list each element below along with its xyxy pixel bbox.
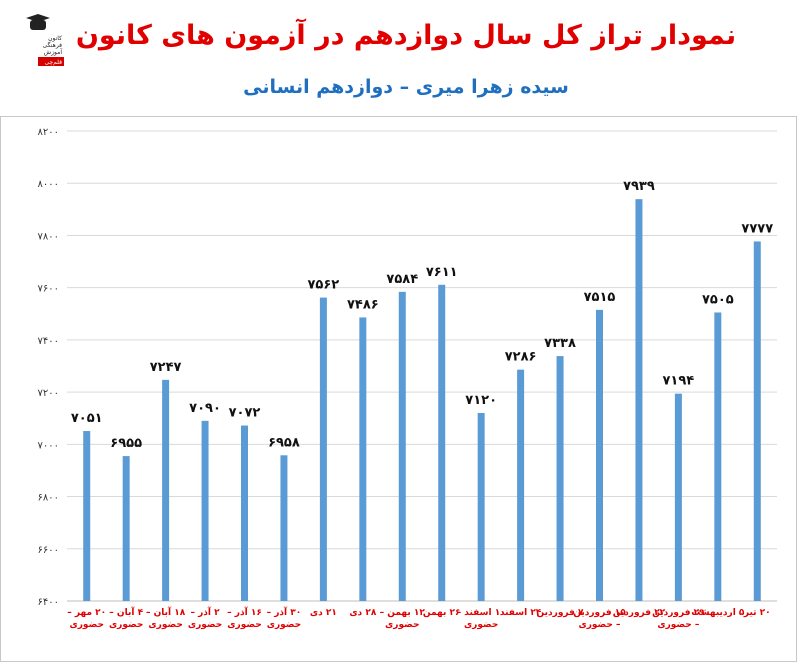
x-tick-label: حضوری xyxy=(464,620,498,630)
data-label: ۷۶۱۱ xyxy=(426,265,458,280)
x-tick-label: ۱۰ اسفند – xyxy=(457,608,506,618)
x-tick-label: حضوری xyxy=(385,620,419,630)
x-tick-label: ۲۶ بهمن xyxy=(423,608,461,618)
x-tick-label: حضوری xyxy=(267,620,301,630)
x-tick-label: – حضوری xyxy=(578,620,621,630)
x-tick-label: – حضوری xyxy=(657,620,700,630)
y-tick-label: ۶۶۰۰ xyxy=(38,545,59,556)
bar xyxy=(714,312,722,601)
x-tick-label: حضوری xyxy=(70,620,104,630)
data-label: ۶۹۵۵ xyxy=(110,436,142,451)
data-label: ۷۵۱۵ xyxy=(584,290,616,305)
data-label: ۷۳۳۸ xyxy=(544,336,576,351)
logo-text-line: کانون xyxy=(48,35,62,42)
x-tick-label: حضوری xyxy=(109,620,143,630)
data-label: ۷۰۹۰ xyxy=(189,401,221,416)
kanoon-logo: کانون فرهنگی آموزش قلم‌چی xyxy=(20,14,66,68)
x-tick-label: حضوری xyxy=(188,620,222,630)
x-tick-label: ۲۴ اسفند xyxy=(500,608,542,618)
y-tick-label: ۶۸۰۰ xyxy=(38,493,59,504)
chart-area: ۶۴۰۰ ۶۶۰۰ ۶۸۰۰ ۷۰۰۰ ۷۲۰۰ ۷۴۰۰ ۷۶۰۰ ۷۸۰۰ ۸۰۰۰ ۸۲۰۰… xyxy=(0,116,797,662)
chart-title: نمودار تراز کل سال دوازدهم در آزمون های … xyxy=(75,20,737,51)
bar xyxy=(477,413,485,601)
y-tick-label: ۷۶۰۰ xyxy=(38,284,59,295)
data-label: ۷۵۰۵ xyxy=(702,292,734,307)
y-tick-label: ۸۲۰۰ xyxy=(38,127,59,138)
x-tick-label: ۱۲ بهمن – xyxy=(380,608,426,618)
bar xyxy=(753,241,761,601)
data-label: ۷۲۸۶ xyxy=(505,350,537,365)
bar xyxy=(674,393,682,601)
bar xyxy=(280,455,288,601)
x-tick-label: ۵ اردیبهشت xyxy=(691,608,745,618)
bar xyxy=(438,284,446,601)
data-label: ۷۵۶۲ xyxy=(308,278,340,293)
x-tick-label: ۲۲ فروردین xyxy=(613,608,666,618)
bar xyxy=(635,199,643,601)
x-tick-label: ۲۸ دی xyxy=(349,608,377,618)
y-tick-label: ۶۴۰۰ xyxy=(38,597,59,608)
bar xyxy=(596,309,603,601)
data-label: ۷۹۳۹ xyxy=(623,179,655,194)
y-tick-label: ۷۸۰۰ xyxy=(38,231,59,242)
y-tick-label: ۷۰۰۰ xyxy=(38,440,59,451)
x-tick-label: حضوری xyxy=(148,620,182,630)
x-tick-label: ۲ آذر – xyxy=(190,606,220,618)
chart-subtitle: سیده زهرا میری – دوازدهم انسانی xyxy=(243,76,569,98)
x-tick-label: ۳۰ آذر – xyxy=(267,606,302,618)
y-tick-label: ۷۲۰۰ xyxy=(38,388,59,399)
bar xyxy=(319,297,327,601)
data-label: ۷۲۴۷ xyxy=(150,360,182,375)
bar xyxy=(398,291,406,601)
x-tick-label: ۱۸ آبان – xyxy=(146,606,186,618)
x-tick-label: ۲۰ تیر xyxy=(743,608,771,618)
x-tick-label: ۴ آبان – xyxy=(109,606,143,618)
bar xyxy=(556,356,564,601)
bar xyxy=(122,456,130,601)
data-label: ۶۹۵۸ xyxy=(268,435,300,450)
y-tick-label: ۷۴۰۰ xyxy=(38,336,59,347)
logo-text-line: قلم‌چی xyxy=(44,59,62,66)
bar xyxy=(162,379,170,601)
data-label: ۷۰۵۱ xyxy=(71,411,103,426)
bar xyxy=(359,317,367,601)
data-label: ۷۴۸۶ xyxy=(347,297,379,312)
x-tick-label: حضوری xyxy=(227,620,261,630)
bar-chart: ۶۴۰۰ ۶۶۰۰ ۶۸۰۰ ۷۰۰۰ ۷۲۰۰ ۷۴۰۰ ۷۶۰۰ ۷۸۰۰ ۸۰۰۰ ۸۲۰۰… xyxy=(38,127,777,630)
bar xyxy=(83,431,91,601)
y-tick-label: ۸۰۰۰ xyxy=(38,179,59,190)
bar xyxy=(241,425,248,601)
x-tick-label: ۱۶ آذر – xyxy=(227,606,262,618)
data-label: ۷۵۸۴ xyxy=(386,272,418,287)
data-label: ۷۰۷۲ xyxy=(229,406,261,421)
bar xyxy=(517,369,525,601)
x-tick-label: ۲۱ دی xyxy=(310,608,337,618)
x-tick-label: ۲۹ فروردین xyxy=(652,608,705,618)
data-label: ۷۷۷۷ xyxy=(741,221,773,236)
data-label: ۷۱۹۴ xyxy=(663,374,695,389)
data-label: ۷۱۲۰ xyxy=(465,393,497,408)
bar xyxy=(201,420,209,601)
x-tick-label: ۷ فروردین xyxy=(537,608,585,618)
logo-text-line: آموزش xyxy=(44,47,63,56)
logo-text-line: فرهنگی xyxy=(43,41,63,49)
x-tick-label: ۲۰ مهر – xyxy=(67,608,106,618)
x-tick-label: ۱۵ فروردین xyxy=(573,608,626,618)
